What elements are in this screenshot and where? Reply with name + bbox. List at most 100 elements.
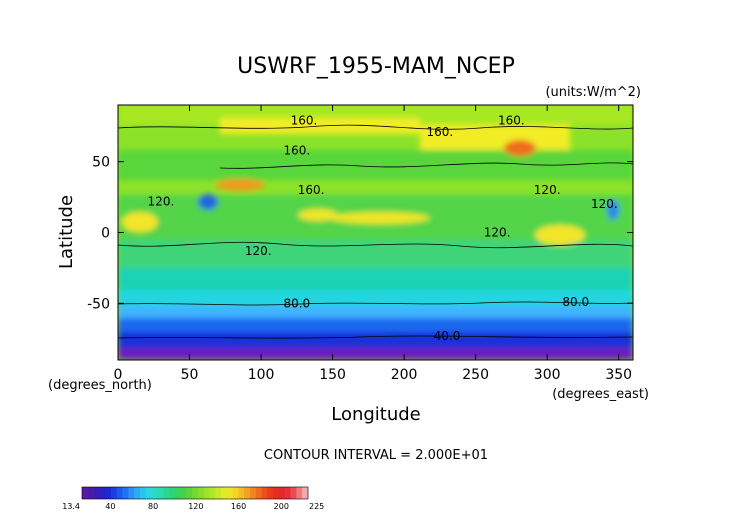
colorbar-swatch xyxy=(87,487,94,499)
blob-yellow-africa xyxy=(298,209,338,221)
contour-line-80 xyxy=(118,301,633,306)
units-label: (units:W/m^2) xyxy=(545,85,641,100)
contour-line-160-mid xyxy=(219,162,633,169)
x-tick-label: 0 xyxy=(114,367,123,383)
blob-blue-east xyxy=(607,200,619,220)
colorbar-swatch xyxy=(203,487,210,499)
contour-label: 160. xyxy=(283,143,310,157)
x-tick-label: 100 xyxy=(248,367,275,383)
x-tick-label: 300 xyxy=(534,367,561,383)
band-south-blue xyxy=(118,318,633,332)
colorbar-label: 80 xyxy=(148,502,158,511)
blob-orange-asia xyxy=(215,179,265,191)
contour-label: 120. xyxy=(484,226,511,240)
contour-label: 160. xyxy=(291,114,318,128)
colorbar-frame xyxy=(81,486,309,500)
colorbar-swatch xyxy=(151,487,158,499)
colorbar-swatch xyxy=(226,487,233,499)
y-tick-label: 50 xyxy=(92,155,110,171)
y-unit-label: (degrees_north) xyxy=(48,378,152,393)
contour-label: 120. xyxy=(245,244,272,258)
colorbar-swatch xyxy=(284,487,291,499)
x-unit-label: (degrees_east) xyxy=(552,387,649,402)
x-tick-layer: 0 50 100 150 200 250 300 350 xyxy=(114,105,632,383)
band-antarctic xyxy=(118,348,633,360)
colorbar-swatch xyxy=(215,487,222,499)
colorbar-swatch xyxy=(134,487,141,499)
chart-title: USWRF_1955-MAM_NCEP xyxy=(237,54,515,79)
colorbar-swatch xyxy=(110,487,118,499)
colorbar-swatch xyxy=(139,487,147,499)
contour-label: 40.0 xyxy=(434,329,461,343)
colorbar-swatch xyxy=(255,487,262,499)
colorbar-swatch xyxy=(267,487,274,499)
colorbar-label: 200 xyxy=(274,502,289,511)
colorbar-label: 120 xyxy=(188,502,203,511)
colorbar-swatch xyxy=(197,487,204,499)
colorbar-swatch xyxy=(232,487,239,499)
colorbar: 13.4 40 80 120 160 200 225 xyxy=(62,486,324,511)
y-axis-title: Latitude xyxy=(56,195,77,269)
x-tick-label: 250 xyxy=(462,367,489,383)
contour-line-40 xyxy=(118,335,633,339)
colorbar-swatch xyxy=(157,487,164,499)
colorbar-swatch xyxy=(82,487,89,499)
colorbar-swatch xyxy=(221,487,228,499)
colorbar-swatch xyxy=(128,487,135,499)
contour-label: 120. xyxy=(148,194,175,208)
colorbar-swatch xyxy=(296,487,303,499)
contour-interval-label: CONTOUR INTERVAL = 2.000E+01 xyxy=(264,448,488,463)
colorbar-swatch xyxy=(244,487,251,499)
x-tick-label: 50 xyxy=(181,367,199,383)
colorbar-swatch xyxy=(273,487,280,499)
contour-label-layer: 160. 160. 160. 160. 160. 120. 120. 120. 120. 120.… xyxy=(148,114,618,343)
colorbar-swatch xyxy=(163,487,170,499)
contour-label: 160. xyxy=(498,114,525,128)
blob-yellow-indian xyxy=(122,212,158,232)
colorbar-swatch xyxy=(122,487,129,499)
colorbar-label: 40 xyxy=(105,502,115,511)
contour-label: 80.0 xyxy=(283,296,310,310)
colorbar-swatch xyxy=(116,487,123,499)
contour-label: 80.0 xyxy=(562,295,589,309)
colorbar-swatch xyxy=(186,487,193,499)
y-tick-layer: -50 0 50 xyxy=(87,155,633,312)
band-south-cyan-2 xyxy=(118,290,633,308)
x-axis-title: Longitude xyxy=(331,404,421,425)
band-south-darkblue xyxy=(118,332,633,348)
contour-label: 120. xyxy=(534,183,561,197)
colorbar-swatch xyxy=(168,487,176,499)
x-tick-label: 350 xyxy=(605,367,632,383)
blob-blue-tropics xyxy=(198,194,218,210)
contour-line-160-north xyxy=(118,124,633,130)
colorbar-swatch xyxy=(105,487,112,499)
colorbar-label: 225 xyxy=(309,502,324,511)
colorbar-swatch xyxy=(192,487,199,499)
x-tick-label: 150 xyxy=(319,367,346,383)
heatmap-field xyxy=(118,105,633,360)
contour-line-120 xyxy=(118,241,633,249)
colorbar-swatch xyxy=(238,487,245,499)
colorbar-label: 160 xyxy=(231,502,246,511)
contour-label: 120. xyxy=(591,197,618,211)
band-south-lightblue xyxy=(118,306,633,318)
colorbar-swatch xyxy=(99,487,106,499)
colorbar-swatch xyxy=(174,487,181,499)
colorbar-swatch xyxy=(302,487,309,499)
y-tick-label: 0 xyxy=(101,226,110,242)
blob-yellow-pacific xyxy=(330,212,430,224)
contour-lines xyxy=(118,124,633,339)
colorbar-swatch xyxy=(250,487,257,499)
colorbar-label: 13.4 xyxy=(62,502,80,511)
field-bands xyxy=(118,105,633,360)
colorbar-swatch xyxy=(261,487,268,499)
colorbar-swatch xyxy=(209,487,216,499)
blob-yellow-atlantic xyxy=(535,225,585,245)
contour-label: 160. xyxy=(427,125,454,139)
band-south-cyan xyxy=(118,268,633,290)
colorbar-swatch xyxy=(279,487,286,499)
y-tick-label: -50 xyxy=(87,296,110,312)
x-tick-label: 200 xyxy=(391,367,418,383)
blob-orange-north xyxy=(504,140,536,156)
